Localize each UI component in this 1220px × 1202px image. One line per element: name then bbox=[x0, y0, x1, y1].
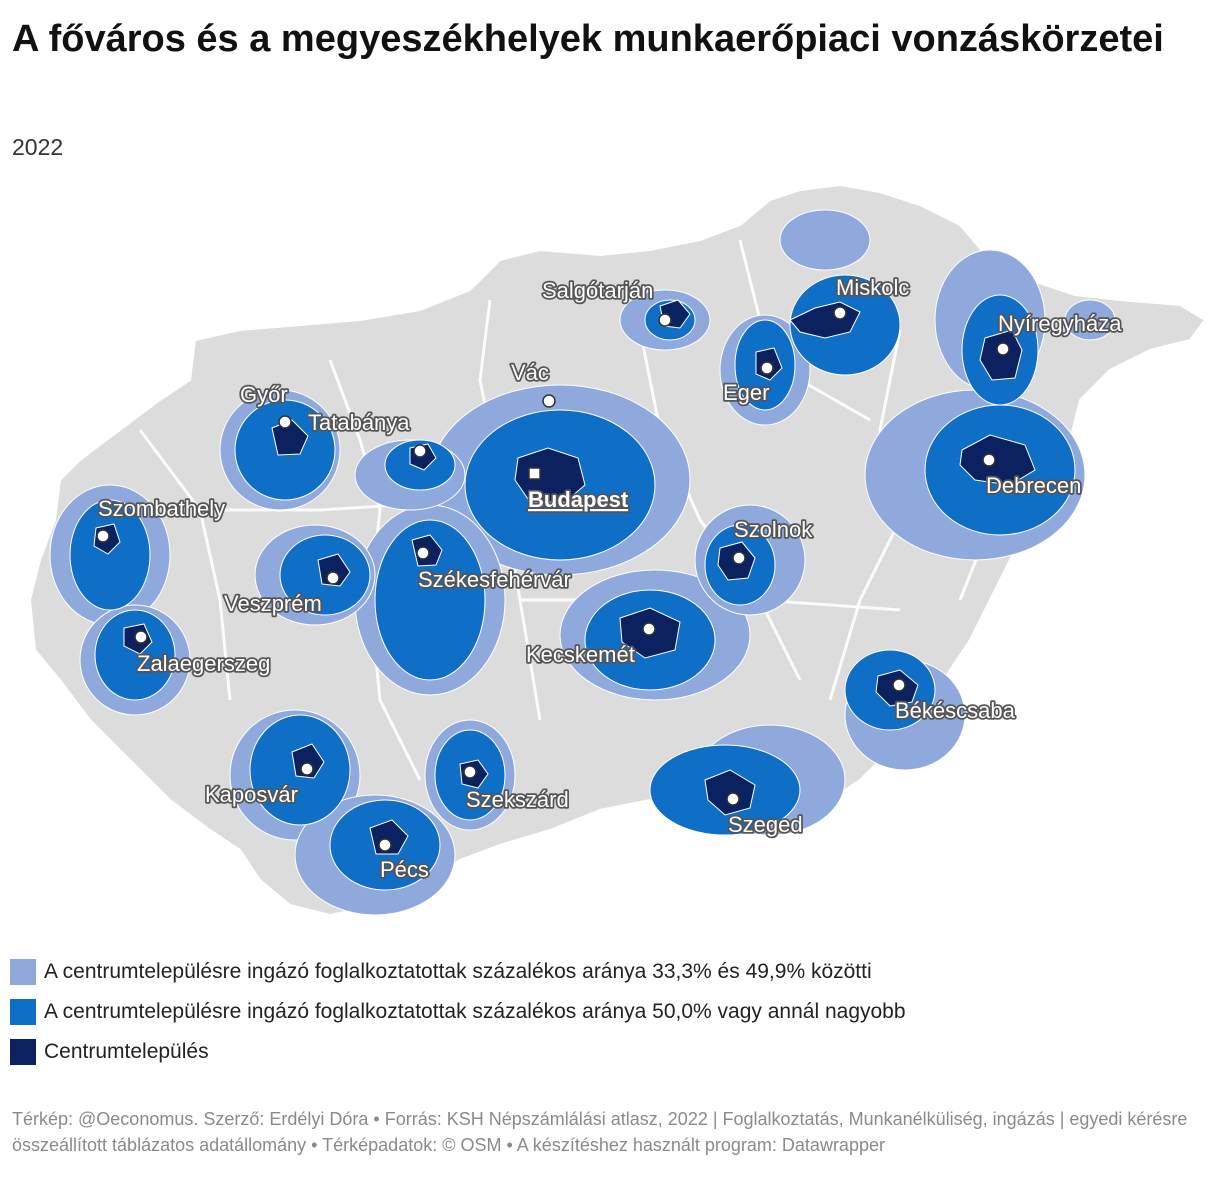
map-legend: A centrumtelepülésre ingázó foglalkoztat… bbox=[10, 952, 906, 1072]
legend-label: Centrumtelepülés bbox=[44, 1040, 209, 1063]
city-label-szolnok: Szolnok bbox=[734, 517, 813, 542]
map-title: A főváros és a megyeszékhelyek munkaerőp… bbox=[12, 18, 1164, 60]
city-label-eger: Eger bbox=[723, 380, 769, 405]
legend-swatch bbox=[10, 999, 36, 1025]
hungary-map: Salgótarján Miskolc Nyíregyháza Vác Eger… bbox=[28, 183, 1207, 917]
city-label-gyor: Győr bbox=[240, 382, 288, 407]
city-labels: Salgótarján Miskolc Nyíregyháza Vác Eger… bbox=[96, 273, 1124, 884]
city-label-veszprem: Veszprém bbox=[224, 591, 322, 616]
legend-item-high-share: A centrumtelepülésre ingázó foglalkoztat… bbox=[10, 992, 906, 1032]
legend-item-centre: Centrumtelepülés bbox=[10, 1032, 906, 1072]
city-label-szekszard: Szekszárd bbox=[466, 787, 569, 812]
city-label-kecskemet: Kecskemét bbox=[526, 642, 635, 667]
city-label-szombathely: Szombathely bbox=[98, 496, 225, 521]
city-label-salgotarjan: Salgótarján bbox=[542, 278, 653, 303]
legend-label: A centrumtelepülésre ingázó foglalkoztat… bbox=[44, 960, 872, 983]
city-label-szekesfehervar: Székesfehérvár bbox=[418, 567, 571, 592]
map-subtitle: 2022 bbox=[12, 134, 64, 160]
city-label-zalaegerszeg: Zalaegerszeg bbox=[137, 651, 270, 676]
legend-swatch bbox=[10, 959, 36, 985]
city-label-pecs: Pécs bbox=[380, 857, 429, 882]
legend-swatch bbox=[10, 1039, 36, 1065]
city-label-szeged: Szeged bbox=[728, 812, 803, 837]
city-markers bbox=[96, 306, 1010, 852]
source-footer: Térkép: @Oeconomus. Szerző: Erdélyi Dóra… bbox=[12, 1109, 1188, 1155]
city-label-bekescsaba: Békéscsaba bbox=[895, 698, 1016, 723]
city-label-miskolc: Miskolc bbox=[836, 275, 909, 300]
city-label-tatabanya: Tatabánya bbox=[308, 410, 410, 435]
city-label-kaposvar: Kaposvár bbox=[205, 782, 298, 807]
city-label-debrecen: Debrecen bbox=[986, 473, 1081, 498]
legend-label: A centrumtelepülésre ingázó foglalkoztat… bbox=[44, 1000, 906, 1023]
city-label-nyiregyhaza: Nyíregyháza bbox=[998, 311, 1122, 336]
city-label-vac: Vác bbox=[511, 360, 549, 385]
legend-item-low-share: A centrumtelepülésre ingázó foglalkoztat… bbox=[10, 952, 906, 992]
city-label-budapest: Budapest bbox=[528, 487, 629, 512]
centre-settlements bbox=[93, 299, 1036, 855]
